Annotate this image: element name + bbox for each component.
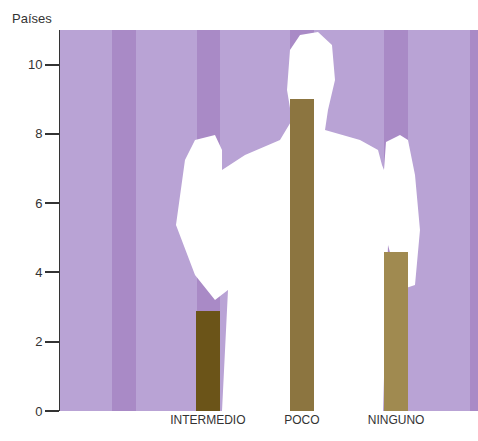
svg-text:8: 8 xyxy=(35,126,42,141)
svg-text:4: 4 xyxy=(35,265,42,280)
svg-text:NINGUNO: NINGUNO xyxy=(368,413,425,427)
svg-text:INTERMEDIO: INTERMEDIO xyxy=(170,413,245,427)
svg-text:0: 0 xyxy=(35,404,42,419)
svg-text:POCO: POCO xyxy=(284,413,319,427)
svg-text:2: 2 xyxy=(35,334,42,349)
svg-text:10: 10 xyxy=(28,57,42,72)
svg-text:6: 6 xyxy=(35,196,42,211)
svg-text:Países: Países xyxy=(12,11,52,26)
